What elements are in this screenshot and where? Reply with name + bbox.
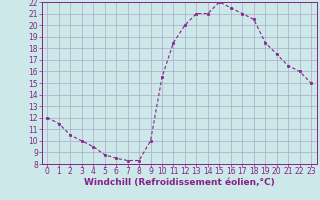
X-axis label: Windchill (Refroidissement éolien,°C): Windchill (Refroidissement éolien,°C) [84,178,275,187]
